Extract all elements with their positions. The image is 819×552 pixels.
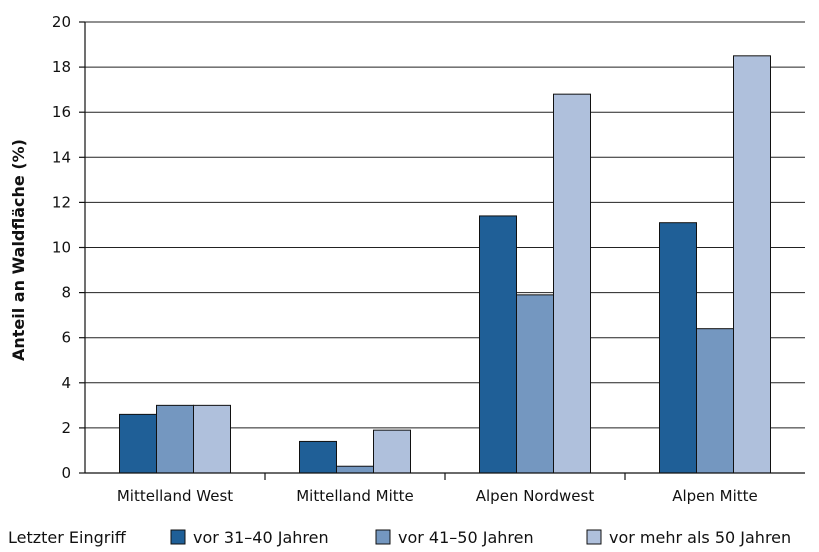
y-tick-labels: 0 2 4 6 8 10 12 14 16 18 20 [52, 13, 71, 482]
bar [336, 465, 374, 474]
bar [659, 222, 697, 474]
axes [79, 21, 805, 480]
x-tick-label: Mittelland Mitte [296, 487, 414, 505]
legend: Letzter Eingriff vor 31–40 Jahren vor 41–… [8, 528, 791, 547]
y-tick-label: 14 [52, 148, 71, 166]
legend-swatch [586, 529, 602, 545]
y-tick-label: 12 [52, 193, 71, 211]
y-tick-label: 0 [61, 464, 71, 482]
legend-label: vor 31–40 Jahren [193, 528, 329, 547]
gridlines [85, 21, 805, 429]
legend-swatch [170, 529, 186, 545]
x-tick-label: Alpen Mitte [672, 487, 758, 505]
x-tick-labels: Mittelland West Mittelland Mitte Alpen Nor… [117, 487, 758, 505]
y-tick-label: 2 [61, 419, 71, 437]
y-tick-label: 8 [61, 284, 71, 302]
x-tick-label: Alpen Nordwest [476, 487, 595, 505]
bar [479, 215, 517, 474]
bar [193, 404, 231, 474]
y-tick-label: 18 [52, 58, 71, 76]
legend-title: Letzter Eingriff [8, 528, 127, 547]
bar [696, 328, 734, 474]
y-tick-label: 16 [52, 103, 71, 121]
y-tick-label: 6 [61, 329, 71, 347]
legend-label: vor mehr als 50 Jahren [609, 528, 791, 547]
bar [373, 429, 411, 474]
y-tick-label: 4 [61, 374, 71, 392]
bar [119, 413, 157, 474]
legend-label: vor 41–50 Jahren [398, 528, 534, 547]
bar [553, 93, 591, 474]
bars [119, 55, 771, 474]
legend-swatch [375, 529, 391, 545]
bar [299, 440, 337, 474]
bar [156, 404, 194, 474]
bar [516, 294, 554, 474]
y-tick-label: 10 [52, 239, 71, 257]
x-tick-label: Mittelland West [117, 487, 233, 505]
y-tick-label: 20 [52, 13, 71, 31]
y-axis-title: Anteil an Waldfläche (%) [9, 139, 28, 361]
bar [733, 55, 771, 474]
